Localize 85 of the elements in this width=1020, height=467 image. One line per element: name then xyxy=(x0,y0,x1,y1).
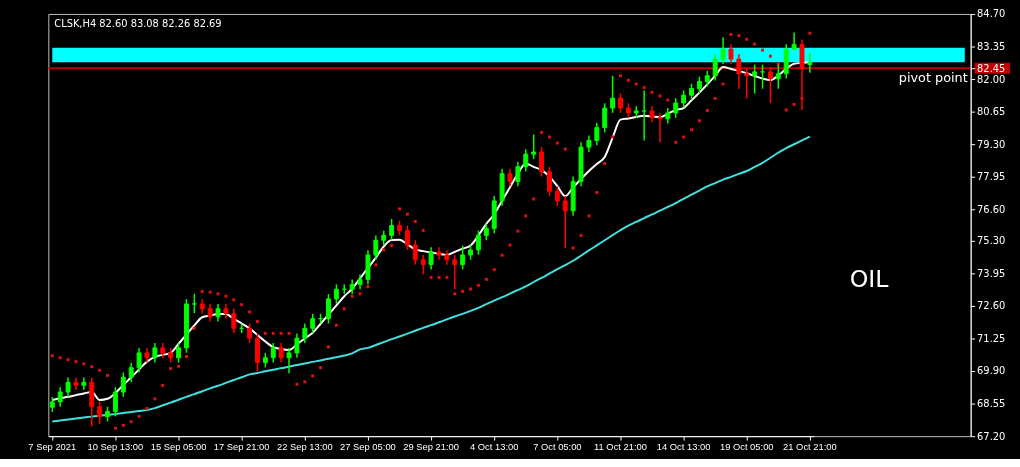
candlestick xyxy=(767,66,773,104)
candlestick xyxy=(523,148,529,173)
candlestick xyxy=(286,347,292,375)
candlestick xyxy=(412,239,418,266)
x-tick-label: 11 Oct 21:00 xyxy=(594,442,647,453)
candlestick xyxy=(728,43,734,65)
candlestick xyxy=(752,63,758,95)
candlestick xyxy=(57,386,63,408)
y-tick-label: 82.00 xyxy=(977,73,1006,85)
candlestick xyxy=(515,161,521,187)
candlestick xyxy=(720,36,726,65)
x-tick-label: 14 Oct 13:00 xyxy=(656,442,711,453)
y-tick-label: 79.30 xyxy=(977,138,1006,150)
y-tick-label: 69.90 xyxy=(977,365,1006,377)
candlestick xyxy=(247,322,253,344)
candlestick xyxy=(231,308,237,334)
y-tick-label: 67.20 xyxy=(977,430,1006,442)
candlestick xyxy=(594,122,600,146)
candlestick xyxy=(452,254,458,290)
y-tick-label: 71.25 xyxy=(977,332,1006,344)
candlestick xyxy=(333,283,339,305)
candlestick xyxy=(302,322,308,344)
y-tick-label: 82.45 xyxy=(977,62,1006,74)
candlestick xyxy=(562,195,568,249)
candlestick xyxy=(152,342,158,364)
y-tick-label: 84.70 xyxy=(977,8,1006,20)
y-tick-label: 76.60 xyxy=(977,203,1006,215)
candlestick xyxy=(610,74,616,114)
candlestick xyxy=(294,332,300,359)
x-tick-label: 22 Sep 13:00 xyxy=(276,442,333,453)
x-tick-label: 4 Oct 13:00 xyxy=(470,442,519,453)
candlestick xyxy=(531,133,537,160)
candlestick xyxy=(618,92,623,114)
candlestick xyxy=(736,53,742,90)
candlestick xyxy=(97,401,103,425)
line-series xyxy=(51,135,811,423)
candlestick xyxy=(475,229,481,256)
candlestick xyxy=(657,112,663,144)
candlestick xyxy=(278,342,284,364)
candlestick xyxy=(807,52,813,74)
candlestick xyxy=(310,313,316,334)
y-tick-label: 80.65 xyxy=(977,106,1006,118)
candlestick xyxy=(673,97,679,119)
candlestick xyxy=(128,362,134,383)
candlestick xyxy=(404,224,410,251)
x-tick-label: 15 Sep 05:00 xyxy=(150,442,207,453)
x-tick-label: 7 Oct 05:00 xyxy=(533,442,582,453)
x-tick-label: 17 Sep 21:00 xyxy=(213,442,270,453)
candlestick xyxy=(420,254,426,276)
y-tick-label: 72.60 xyxy=(977,300,1006,312)
x-tick-label: 7 Sep 2021 xyxy=(28,442,77,453)
y-tick-label: 73.95 xyxy=(977,267,1006,279)
candlestick xyxy=(554,185,560,207)
candlestick xyxy=(112,386,118,418)
y-tick-label: 75.30 xyxy=(977,235,1006,247)
candlestick xyxy=(602,102,608,134)
candlestick xyxy=(539,146,545,178)
chart-title: CLSK,H4 82.60 83.08 82.26 82.69 xyxy=(54,17,222,29)
candlestick xyxy=(120,371,126,398)
candlestick xyxy=(428,246,434,271)
x-tick-label: 29 Sep 21:00 xyxy=(403,442,459,453)
candlestick xyxy=(546,166,552,197)
candlestick xyxy=(176,342,182,364)
x-tick-label: 19 Oct 05:00 xyxy=(719,442,774,453)
candlestick xyxy=(712,53,718,82)
ref-line-label: pivot point xyxy=(898,70,968,86)
candlestick xyxy=(326,293,331,325)
candlestick xyxy=(744,68,750,100)
x-tick-label: 10 Sep 13:00 xyxy=(87,442,144,453)
y-tick-label: 83.35 xyxy=(977,40,1006,52)
candlestick xyxy=(65,376,71,398)
x-tick-label: 27 Sep 05:00 xyxy=(340,442,396,453)
candlestick xyxy=(641,89,647,142)
candlestick xyxy=(760,63,766,90)
candlestick xyxy=(373,234,379,261)
candlestick xyxy=(389,218,395,241)
y-tick-label: 77.95 xyxy=(977,171,1006,183)
text: OIL xyxy=(849,265,890,294)
x-tick-label: 21 Oct 21:00 xyxy=(783,442,837,453)
candlestick xyxy=(136,347,142,374)
candlestick xyxy=(270,342,276,364)
candlestick xyxy=(460,244,466,271)
candlestick xyxy=(775,63,781,90)
y-tick-label: 68.55 xyxy=(977,398,1006,410)
candlestick xyxy=(191,293,197,314)
